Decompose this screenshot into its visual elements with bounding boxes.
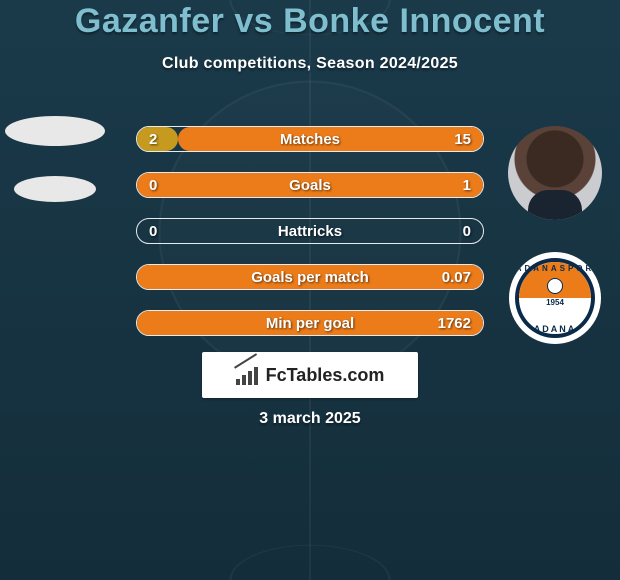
stat-left-value: 2 (149, 131, 157, 148)
stat-row: 2 Matches 15 (136, 126, 484, 152)
brand-watermark: FcTables.com (202, 352, 418, 398)
stat-right-value: 1762 (438, 315, 471, 332)
stat-right-value: 1 (463, 177, 471, 194)
stat-label: Hattricks (278, 223, 342, 240)
stat-row: Min per goal 1762 (136, 310, 484, 336)
left-player-avatar-placeholder (5, 116, 105, 146)
stat-label: Goals per match (251, 269, 369, 286)
generated-date: 3 march 2025 (0, 410, 620, 428)
stat-left-value: 0 (149, 177, 157, 194)
stat-label: Matches (280, 131, 340, 148)
badge-bottom-text: ADANA (509, 252, 601, 344)
stat-fill-left (137, 127, 178, 151)
stat-row: 0 Hattricks 0 (136, 218, 484, 244)
brand-chart-icon (236, 365, 260, 385)
right-player-column: 1954 ADANASPOR ADANA (500, 126, 610, 344)
page-title: Gazanfer vs Bonke Innocent (0, 2, 620, 41)
left-club-badge-placeholder (14, 176, 96, 202)
stat-row: Goals per match 0.07 (136, 264, 484, 290)
stat-left-value: 0 (149, 223, 157, 240)
right-player-avatar (508, 126, 602, 220)
brand-text: FcTables.com (266, 365, 385, 386)
stat-right-value: 15 (454, 131, 471, 148)
right-club-badge: 1954 ADANASPOR ADANA (509, 252, 601, 344)
left-player-column (0, 110, 110, 202)
stat-right-value: 0 (463, 223, 471, 240)
stat-row: 0 Goals 1 (136, 172, 484, 198)
page-subtitle: Club competitions, Season 2024/2025 (0, 55, 620, 73)
stat-label: Min per goal (266, 315, 354, 332)
stat-right-value: 0.07 (442, 269, 471, 286)
stat-label: Goals (289, 177, 331, 194)
stats-comparison-chart: 2 Matches 15 0 Goals 1 0 Hattricks 0 Goals per ma… (136, 126, 484, 356)
